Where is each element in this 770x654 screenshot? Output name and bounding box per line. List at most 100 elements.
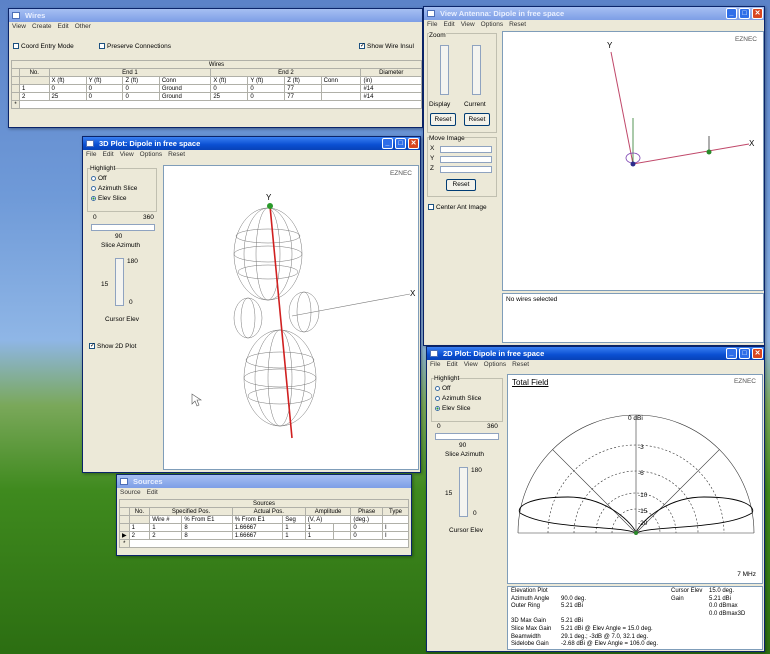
wires-title-bar[interactable]: Wires — [9, 9, 422, 22]
reset-display-button[interactable]: Reset — [430, 113, 456, 126]
cell[interactable]: 0 — [247, 92, 286, 101]
cell[interactable]: 77 — [284, 92, 322, 101]
cell[interactable]: I — [382, 523, 409, 532]
slice-azimuth-slider[interactable] — [91, 224, 155, 231]
cell[interactable]: 8 — [181, 523, 233, 532]
plot3d-window[interactable]: 3D Plot: Dipole in free space _ □ ✕ File Ed… — [82, 136, 421, 473]
cell[interactable]: Ground — [158, 92, 212, 101]
cell[interactable]: 77 — [284, 84, 322, 93]
view-antenna-window[interactable]: View Antenna: Dipole in free space _ □ ✕ F… — [423, 6, 765, 346]
cell[interactable]: 2 — [19, 92, 50, 101]
cell[interactable]: 25 — [210, 92, 249, 101]
menu-reset[interactable]: Reset — [168, 151, 186, 158]
zoom-display-slider[interactable] — [440, 45, 449, 95]
close-button[interactable]: ✕ — [752, 348, 763, 359]
show-2d-plot-checkbox[interactable]: ✓ Show 2D Plot — [89, 343, 136, 350]
cell[interactable]: 0 — [48, 84, 87, 93]
menu-view[interactable]: View — [12, 23, 26, 30]
menu-edit[interactable]: Edit — [57, 23, 69, 30]
off-radio[interactable]: Off — [91, 175, 107, 182]
cell[interactable]: 0 — [247, 84, 286, 93]
plot2d-canvas[interactable]: Total Field EZNEC 7 MHz 0 dBi -3 -6 -10 … — [507, 374, 763, 584]
elev-slice-radio[interactable]: Elev Slice — [91, 195, 127, 202]
menu-edit[interactable]: Edit — [146, 489, 158, 496]
cell[interactable]: 1 — [304, 523, 335, 532]
maximize-button[interactable]: □ — [395, 138, 406, 149]
cell[interactable]: 8 — [181, 531, 233, 540]
minimize-button[interactable]: _ — [382, 138, 393, 149]
menu-create[interactable]: Create — [31, 23, 52, 30]
close-button[interactable]: ✕ — [752, 8, 763, 19]
menu-options[interactable]: Options — [480, 21, 504, 28]
table-row[interactable]: 1 1 8 1.66667 1 1 0 I — [119, 523, 409, 532]
menu-options[interactable]: Options — [139, 151, 163, 158]
menu-file[interactable]: File — [86, 151, 97, 158]
cell[interactable] — [333, 523, 352, 532]
menu-options[interactable]: Options — [483, 361, 507, 368]
cell[interactable] — [320, 92, 362, 101]
menu-file[interactable]: File — [427, 21, 438, 28]
off-radio[interactable]: Off — [435, 385, 451, 392]
azimuth-slice-radio[interactable]: Azimuth Slice — [435, 395, 481, 402]
table-row[interactable]: 1 0 0 0 Ground 0 0 77 #14 — [11, 84, 422, 93]
cursor-elev-slider[interactable] — [459, 467, 468, 517]
menu-edit[interactable]: Edit — [446, 361, 458, 368]
menu-view[interactable]: View — [463, 361, 478, 368]
table-row[interactable]: 2 25 0 0 Ground 25 0 77 #14 — [11, 92, 422, 101]
cell[interactable]: 1 — [128, 523, 151, 532]
menu-reset[interactable]: Reset — [512, 361, 530, 368]
menu-view[interactable]: View — [119, 151, 134, 158]
cell[interactable]: 0 — [210, 84, 249, 93]
cell[interactable]: 1.66667 — [231, 523, 284, 532]
cell[interactable]: 0 — [350, 531, 383, 540]
cell[interactable]: 1 — [282, 531, 306, 540]
sources-window[interactable]: Sources Source Edit Sources No. Specified… — [116, 474, 412, 556]
plot3d-canvas[interactable]: EZNEC Y — [163, 165, 419, 470]
close-button[interactable]: ✕ — [408, 138, 419, 149]
empty-cell[interactable] — [19, 100, 422, 109]
maximize-button[interactable]: □ — [739, 8, 750, 19]
menu-source[interactable]: Source — [120, 489, 141, 496]
show-wire-insul-checkbox[interactable]: ✓ Show Wire Insul — [359, 43, 414, 50]
cell[interactable] — [320, 84, 362, 93]
cell[interactable]: 25 — [48, 92, 87, 101]
cell[interactable]: 2 — [128, 531, 151, 540]
cell[interactable]: #14 — [360, 84, 422, 93]
cursor-elev-slider[interactable] — [115, 258, 124, 306]
maximize-button[interactable]: □ — [739, 348, 750, 359]
cell[interactable]: 1 — [19, 84, 50, 93]
cell[interactable]: 1 — [149, 523, 183, 532]
center-ant-checkbox[interactable]: Center Ant Image — [428, 204, 487, 211]
cell[interactable]: 1 — [282, 523, 306, 532]
cell[interactable]: 0 — [122, 92, 160, 101]
minimize-button[interactable]: _ — [726, 8, 737, 19]
cell[interactable]: 0 — [122, 84, 160, 93]
slice-azimuth-slider[interactable] — [435, 433, 499, 440]
move-reset-button[interactable]: Reset — [446, 179, 476, 191]
table-row[interactable]: ▶ 2 2 8 1.66667 1 1 0 I — [119, 531, 409, 540]
empty-cell[interactable] — [128, 539, 410, 548]
menu-edit[interactable]: Edit — [443, 21, 455, 28]
move-z-slider[interactable] — [440, 166, 492, 173]
view-title-bar[interactable]: View Antenna: Dipole in free space _ □ ✕ — [424, 7, 764, 20]
zoom-current-slider[interactable] — [472, 45, 481, 95]
cell[interactable]: 0 — [85, 92, 124, 101]
cell[interactable]: 1.66667 — [231, 531, 284, 540]
reset-current-button[interactable]: Reset — [464, 113, 490, 126]
preserve-connections-checkbox[interactable]: Preserve Connections — [99, 43, 171, 50]
azimuth-slice-radio[interactable]: Azimuth Slice — [91, 185, 137, 192]
menu-edit[interactable]: Edit — [102, 151, 114, 158]
menu-reset[interactable]: Reset — [509, 21, 527, 28]
new-row[interactable]: * — [119, 539, 410, 548]
cell[interactable]: I — [382, 531, 409, 540]
cell[interactable]: 2 — [149, 531, 183, 540]
plot2d-window[interactable]: 2D Plot: Dipole in free space _ □ ✕ File Ed… — [426, 346, 765, 652]
cell[interactable]: 0 — [85, 84, 124, 93]
cell[interactable]: Ground — [158, 84, 212, 93]
new-row[interactable]: * — [11, 100, 422, 109]
elev-slice-radio[interactable]: Elev Slice — [435, 405, 471, 412]
menu-file[interactable]: File — [430, 361, 441, 368]
cell[interactable] — [333, 531, 352, 540]
cell[interactable]: 0 — [350, 523, 383, 532]
menu-view[interactable]: View — [460, 21, 475, 28]
